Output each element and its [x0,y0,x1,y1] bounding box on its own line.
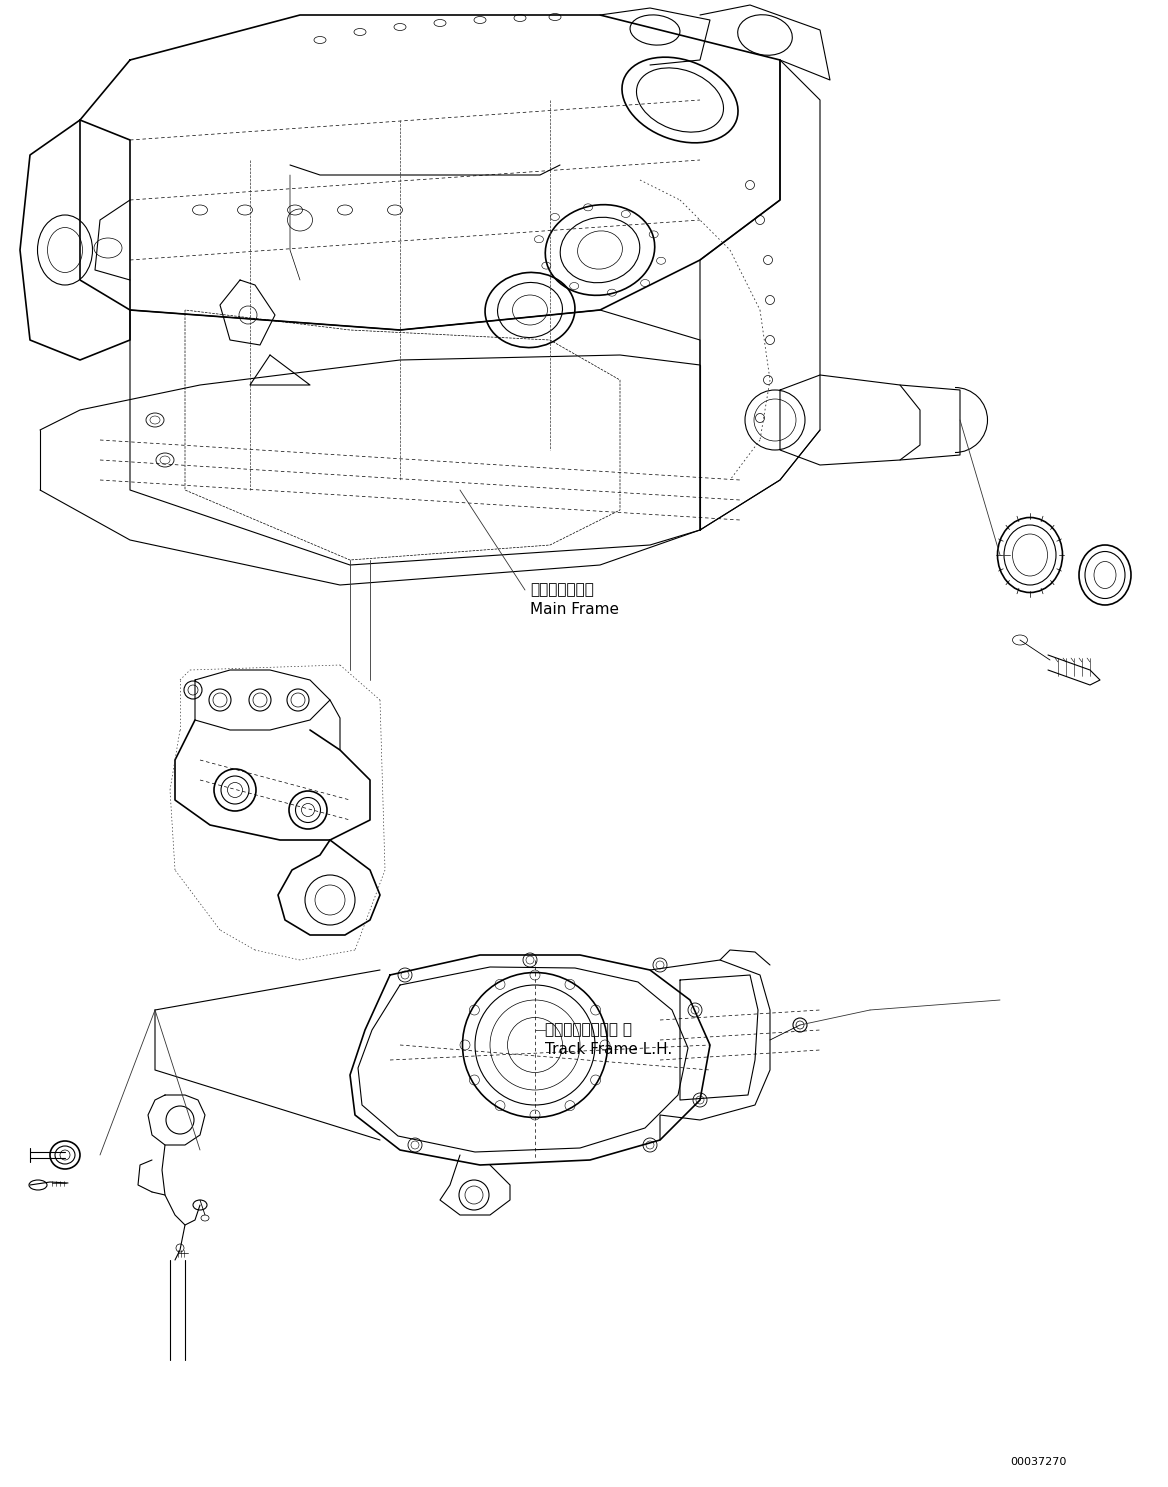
Text: メインフレーム: メインフレーム [530,583,593,598]
Text: トラックフレーム 左: トラックフレーム 左 [545,1023,632,1038]
Text: 00037270: 00037270 [1010,1457,1066,1468]
Text: Track Frame L.H.: Track Frame L.H. [545,1042,673,1057]
Text: Main Frame: Main Frame [530,602,619,617]
